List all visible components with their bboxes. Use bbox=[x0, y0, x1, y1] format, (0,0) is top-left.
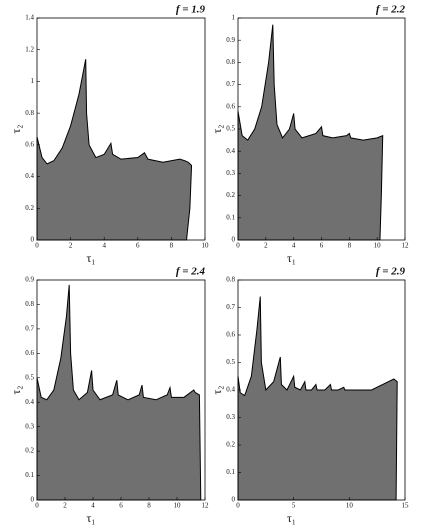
y-tick-label: 0.4 bbox=[25, 398, 34, 406]
x-tick-label: 8 bbox=[348, 242, 352, 250]
y-tick-label: 0.8 bbox=[25, 300, 34, 308]
y-tick-label: 1.4 bbox=[25, 14, 34, 22]
area bbox=[36, 59, 193, 241]
y-tick-label: 1.2 bbox=[25, 45, 34, 53]
y-tick-label: 0.8 bbox=[226, 276, 235, 284]
y-tick-label: 0.6 bbox=[226, 331, 235, 339]
y-tick-label: 0.2 bbox=[226, 191, 235, 199]
x-tick-label: 4 bbox=[292, 242, 296, 250]
x-axis-label: τ₁ bbox=[287, 251, 296, 265]
x-tick-label: 4 bbox=[102, 242, 106, 250]
y-tick-label: 0 bbox=[31, 236, 35, 244]
y-tick-label: 0 bbox=[232, 236, 236, 244]
x-tick-label: 8 bbox=[170, 242, 174, 250]
x-tick-label: 6 bbox=[320, 242, 324, 250]
y-tick-label: 0.6 bbox=[226, 102, 235, 110]
y-tick-label: 0.7 bbox=[226, 303, 235, 311]
x-tick-label: 12 bbox=[202, 502, 210, 510]
area bbox=[36, 284, 202, 501]
x-tick-label: 2 bbox=[69, 242, 73, 250]
x-tick-label: 10 bbox=[374, 242, 382, 250]
x-axis-label: τ₁ bbox=[86, 511, 95, 525]
y-tick-label: 0.1 bbox=[25, 471, 34, 479]
x-tick-label: 2 bbox=[264, 242, 268, 250]
y-tick-label: 0 bbox=[232, 496, 236, 504]
area bbox=[237, 296, 398, 501]
y-tick-label: 0.2 bbox=[25, 447, 34, 455]
x-tick-label: 5 bbox=[292, 502, 296, 510]
y-tick-label: 0.8 bbox=[226, 58, 235, 66]
panel-title: f = 1.9 bbox=[176, 4, 206, 16]
x-tick-label: 0 bbox=[35, 242, 39, 250]
y-tick-label: 0.6 bbox=[25, 349, 34, 357]
y-tick-label: 0.7 bbox=[226, 80, 235, 88]
x-axis-label: τ₁ bbox=[287, 511, 296, 525]
y-tick-label: 0.4 bbox=[25, 172, 34, 180]
y-tick-label: 0.3 bbox=[25, 422, 34, 430]
y-axis-label: τ₂ bbox=[9, 385, 23, 394]
y-tick-label: 0.8 bbox=[25, 109, 34, 117]
area bbox=[237, 24, 384, 241]
y-tick-label: 0.3 bbox=[226, 169, 235, 177]
x-tick-label: 10 bbox=[174, 502, 182, 510]
y-tick-label: 0 bbox=[31, 496, 35, 504]
x-tick-label: 8 bbox=[147, 502, 151, 510]
y-tick-label: 0.2 bbox=[226, 441, 235, 449]
y-axis-label: τ₂ bbox=[210, 385, 224, 394]
x-tick-label: 0 bbox=[236, 242, 240, 250]
y-tick-label: 1 bbox=[31, 77, 35, 85]
x-tick-label: 15 bbox=[402, 502, 410, 510]
x-tick-label: 0 bbox=[236, 502, 240, 510]
panel-title: f = 2.2 bbox=[376, 4, 406, 16]
panel-title: f = 2.9 bbox=[376, 266, 406, 278]
y-axis-label: τ₂ bbox=[9, 124, 23, 133]
x-tick-label: 4 bbox=[91, 502, 95, 510]
x-tick-label: 12 bbox=[402, 242, 410, 250]
x-axis-label: τ₁ bbox=[86, 251, 95, 265]
y-tick-label: 0.6 bbox=[25, 140, 34, 148]
x-tick-label: 2 bbox=[63, 502, 67, 510]
y-tick-label: 0.1 bbox=[226, 213, 235, 221]
y-tick-label: 1 bbox=[232, 14, 236, 22]
y-tick-label: 0.9 bbox=[226, 36, 235, 44]
y-tick-label: 0.3 bbox=[226, 413, 235, 421]
y-tick-label: 0.5 bbox=[25, 373, 34, 381]
y-axis-label: τ₂ bbox=[210, 124, 224, 133]
y-tick-label: 0.4 bbox=[226, 147, 235, 155]
axes-frame bbox=[36, 17, 206, 241]
x-tick-label: 6 bbox=[119, 502, 123, 510]
y-tick-label: 0.2 bbox=[25, 204, 34, 212]
x-tick-label: 6 bbox=[136, 242, 140, 250]
y-tick-label: 0.1 bbox=[226, 468, 235, 476]
y-tick-label: 0.9 bbox=[25, 276, 34, 284]
y-tick-label: 0.5 bbox=[226, 358, 235, 366]
x-tick-label: 10 bbox=[202, 242, 210, 250]
y-tick-label: 0.4 bbox=[226, 386, 235, 394]
x-tick-label: 10 bbox=[346, 502, 354, 510]
x-tick-label: 0 bbox=[35, 502, 39, 510]
panel-title: f = 2.4 bbox=[176, 266, 206, 278]
y-tick-label: 0.5 bbox=[226, 125, 235, 133]
y-tick-label: 0.7 bbox=[25, 324, 34, 332]
